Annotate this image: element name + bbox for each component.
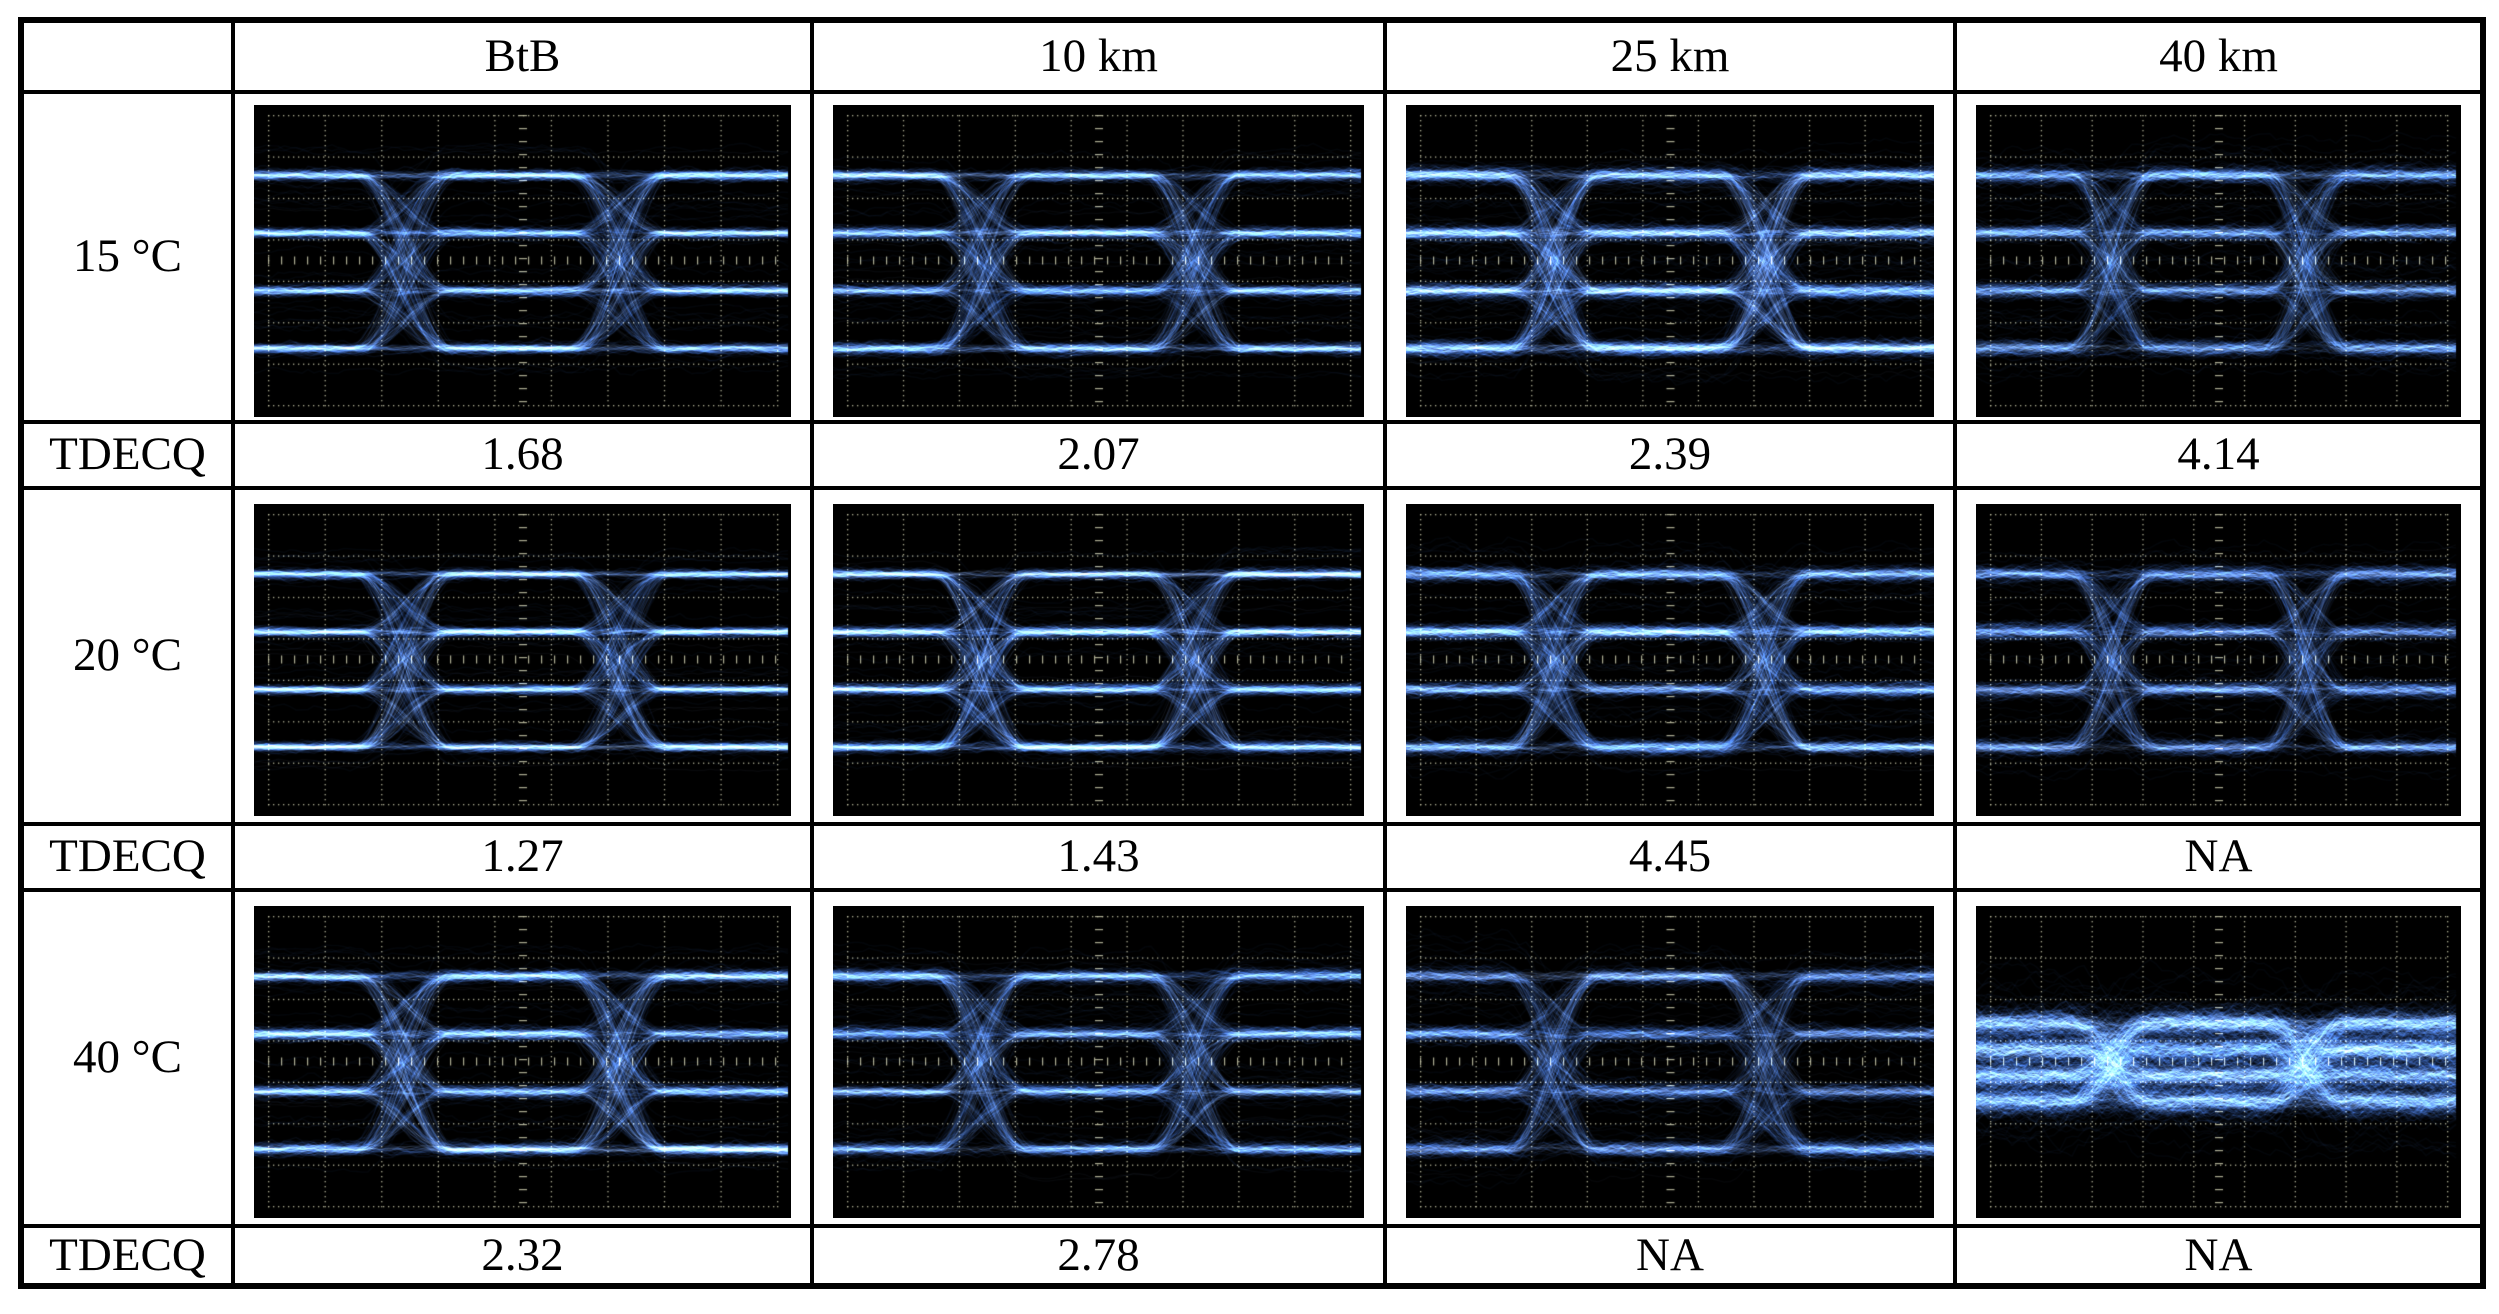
tdecq-value: 2.39 (1383, 420, 1957, 490)
eye-cell (1383, 888, 1957, 1228)
eye-diagram-canvas (833, 105, 1364, 417)
row-label-20c: 20 °C (19, 486, 235, 826)
row-label-40c: 40 °C (19, 888, 235, 1228)
tdecq-value: NA (1953, 1224, 2485, 1288)
eye-cell (810, 90, 1387, 424)
eye-diagram-canvas (1406, 504, 1934, 816)
tdecq-value: NA (1383, 1224, 1957, 1288)
header-row: BtB 10 km 25 km 40 km (19, 18, 2485, 94)
row-label-15c: 15 °C (19, 90, 235, 424)
tdecq-value: 1.43 (810, 822, 1387, 892)
figure-container: BtB 10 km 25 km 40 km 15 °C TDECQ 1.68 2… (18, 17, 2486, 1289)
col-header-btb: BtB (231, 18, 814, 94)
tdecq-value: 2.32 (231, 1224, 814, 1288)
tdecq-row-20c: TDECQ 1.27 1.43 4.45 NA (19, 822, 2485, 892)
eye-cell (810, 888, 1387, 1228)
eye-diagram-canvas (1406, 906, 1934, 1218)
eye-diagram-table: BtB 10 km 25 km 40 km 15 °C TDECQ 1.68 2… (18, 17, 2486, 1289)
corner-cell (19, 18, 235, 94)
eye-cell (810, 486, 1387, 826)
eye-diagram-canvas (1976, 906, 2461, 1218)
eye-cell (1383, 90, 1957, 424)
eye-diagram-canvas (254, 105, 791, 417)
eye-cell (231, 90, 814, 424)
eye-diagram-canvas (254, 906, 791, 1218)
eye-diagram-canvas (833, 504, 1364, 816)
tdecq-value: 1.27 (231, 822, 814, 892)
col-header-10km: 10 km (810, 18, 1387, 94)
eye-diagram-canvas (1976, 504, 2461, 816)
eye-diagram-canvas (833, 906, 1364, 1218)
tdecq-row-15c: TDECQ 1.68 2.07 2.39 4.14 (19, 420, 2485, 490)
col-header-40km: 40 km (1953, 18, 2485, 94)
eye-cell (1953, 90, 2485, 424)
eye-cell (231, 486, 814, 826)
tdecq-label: TDECQ (19, 822, 235, 892)
tdecq-row-40c: TDECQ 2.32 2.78 NA NA (19, 1224, 2485, 1288)
eye-diagram-canvas (1406, 105, 1934, 417)
tdecq-value: 2.78 (810, 1224, 1387, 1288)
eye-row-15c: 15 °C (19, 90, 2485, 424)
eye-cell (1953, 486, 2485, 826)
tdecq-label: TDECQ (19, 420, 235, 490)
tdecq-value: 2.07 (810, 420, 1387, 490)
col-header-25km: 25 km (1383, 18, 1957, 94)
tdecq-value: 1.68 (231, 420, 814, 490)
tdecq-label: TDECQ (19, 1224, 235, 1288)
eye-cell (231, 888, 814, 1228)
eye-cell (1383, 486, 1957, 826)
eye-cell (1953, 888, 2485, 1228)
eye-diagram-canvas (1976, 105, 2461, 417)
eye-row-20c: 20 °C (19, 486, 2485, 826)
tdecq-value: NA (1953, 822, 2485, 892)
eye-diagram-canvas (254, 504, 791, 816)
eye-row-40c: 40 °C (19, 888, 2485, 1228)
tdecq-value: 4.14 (1953, 420, 2485, 490)
tdecq-value: 4.45 (1383, 822, 1957, 892)
